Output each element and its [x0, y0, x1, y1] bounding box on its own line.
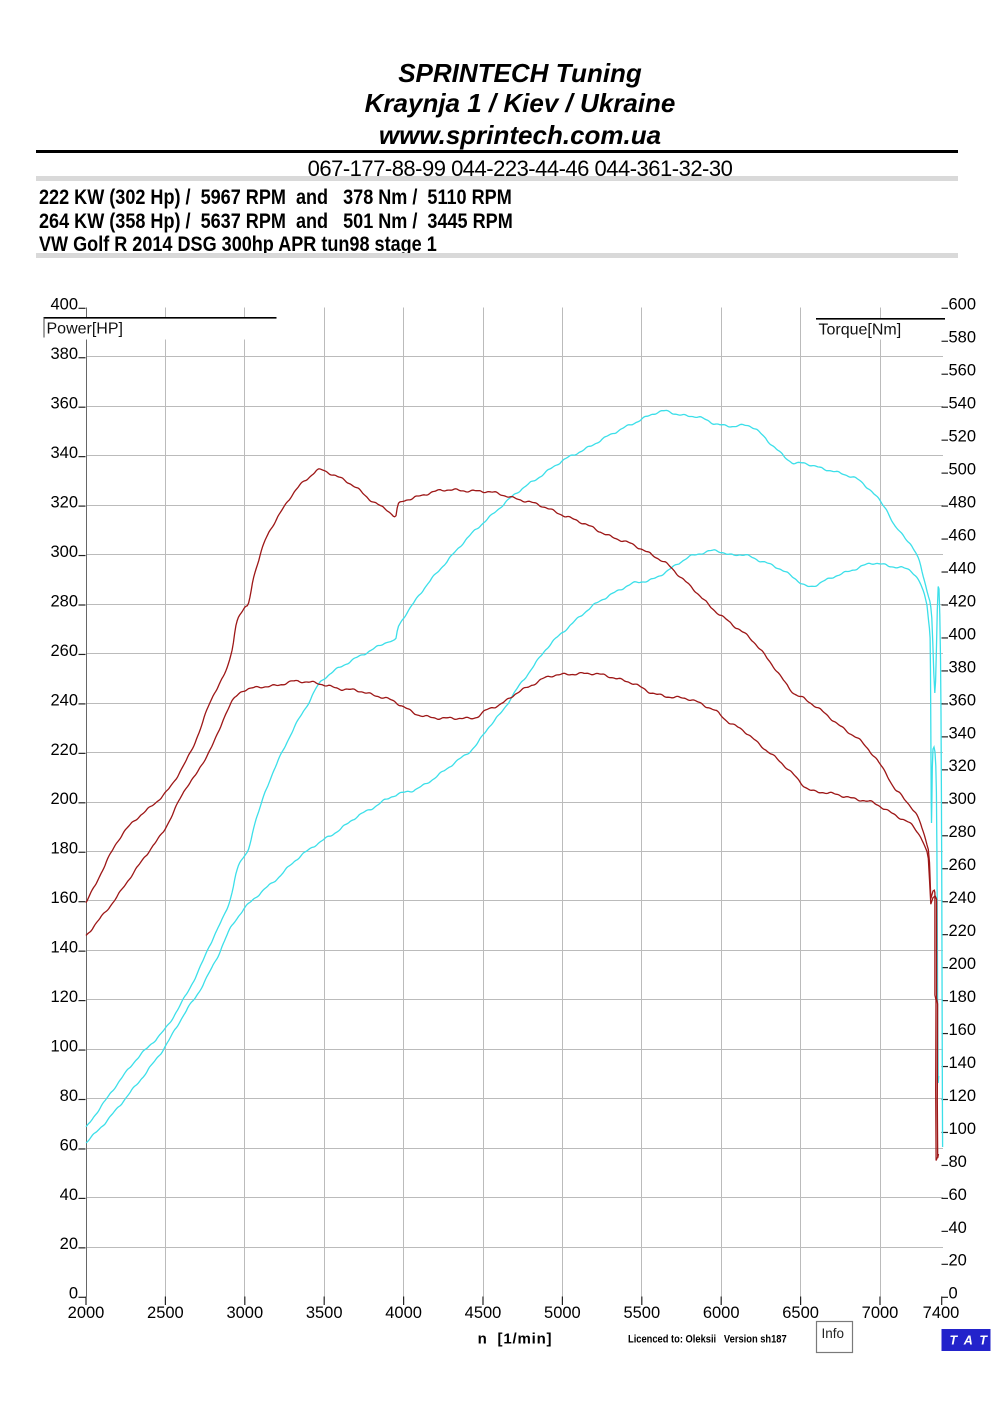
- svg-text:440: 440: [949, 559, 977, 577]
- svg-text:200: 200: [949, 955, 977, 973]
- svg-text:Torque[Nm]: Torque[Nm]: [819, 322, 902, 339]
- svg-text:280: 280: [949, 823, 977, 841]
- svg-text:240: 240: [50, 691, 78, 709]
- svg-text:140: 140: [50, 939, 78, 957]
- svg-text:Licenced to: Oleksii Version: Licenced to: Oleksii Version sh187: [628, 1334, 787, 1346]
- svg-text:420: 420: [949, 592, 977, 610]
- svg-text:120: 120: [50, 988, 78, 1006]
- svg-text:20: 20: [949, 1252, 967, 1270]
- svg-text:340: 340: [50, 444, 78, 462]
- svg-text:2500: 2500: [147, 1304, 184, 1322]
- svg-text:480: 480: [949, 494, 977, 512]
- svg-text:6500: 6500: [782, 1304, 819, 1322]
- svg-text:160: 160: [949, 1021, 977, 1039]
- svg-text:460: 460: [949, 527, 977, 545]
- svg-text:5500: 5500: [623, 1304, 660, 1322]
- svg-text:20: 20: [60, 1235, 78, 1253]
- svg-text:580: 580: [949, 329, 977, 347]
- svg-text:100: 100: [949, 1120, 977, 1138]
- svg-text:0: 0: [69, 1285, 78, 1303]
- svg-text:260: 260: [50, 642, 78, 660]
- svg-text:40: 40: [949, 1219, 967, 1237]
- svg-text:400: 400: [949, 625, 977, 643]
- svg-text:160: 160: [50, 889, 78, 907]
- svg-text:520: 520: [949, 428, 977, 446]
- svg-text:180: 180: [50, 840, 78, 858]
- svg-text:320: 320: [949, 757, 977, 775]
- svg-text:300: 300: [949, 790, 977, 808]
- svg-text:4000: 4000: [385, 1304, 422, 1322]
- svg-text:60: 60: [60, 1136, 78, 1154]
- svg-text:240: 240: [949, 889, 977, 907]
- svg-text:180: 180: [949, 988, 977, 1006]
- svg-text:400: 400: [50, 296, 78, 314]
- svg-text:200: 200: [50, 790, 78, 808]
- svg-text:380: 380: [50, 345, 78, 363]
- svg-text:6000: 6000: [703, 1304, 740, 1322]
- svg-text:80: 80: [949, 1153, 967, 1171]
- svg-text:300: 300: [50, 543, 78, 561]
- svg-text:80: 80: [60, 1087, 78, 1105]
- svg-text:360: 360: [949, 691, 977, 709]
- svg-text:320: 320: [50, 494, 78, 512]
- svg-text:360: 360: [50, 395, 78, 413]
- svg-text:560: 560: [949, 362, 977, 380]
- svg-text:n [1/min]: n [1/min]: [478, 1331, 553, 1348]
- svg-text:220: 220: [50, 741, 78, 759]
- svg-text:500: 500: [949, 461, 977, 479]
- svg-text:600: 600: [949, 296, 977, 314]
- svg-text:7400: 7400: [923, 1304, 960, 1322]
- svg-text:120: 120: [949, 1087, 977, 1105]
- svg-text:220: 220: [949, 922, 977, 940]
- svg-text:Info: Info: [822, 1326, 845, 1341]
- svg-text:3000: 3000: [226, 1304, 263, 1322]
- svg-text:4500: 4500: [465, 1304, 502, 1322]
- svg-text:380: 380: [949, 658, 977, 676]
- svg-text:T A T: T A T: [950, 1334, 989, 1348]
- svg-text:140: 140: [949, 1054, 977, 1072]
- svg-text:60: 60: [949, 1186, 967, 1204]
- svg-text:340: 340: [949, 724, 977, 742]
- svg-text:40: 40: [60, 1186, 78, 1204]
- svg-text:2000: 2000: [68, 1304, 105, 1322]
- svg-text:3500: 3500: [306, 1304, 343, 1322]
- svg-text:100: 100: [50, 1038, 78, 1056]
- svg-text:280: 280: [50, 592, 78, 610]
- svg-text:Power[HP]: Power[HP]: [47, 321, 123, 338]
- svg-text:260: 260: [949, 856, 977, 874]
- svg-text:540: 540: [949, 395, 977, 413]
- svg-text:5000: 5000: [544, 1304, 581, 1322]
- svg-text:0: 0: [949, 1285, 958, 1303]
- svg-text:7000: 7000: [862, 1304, 899, 1322]
